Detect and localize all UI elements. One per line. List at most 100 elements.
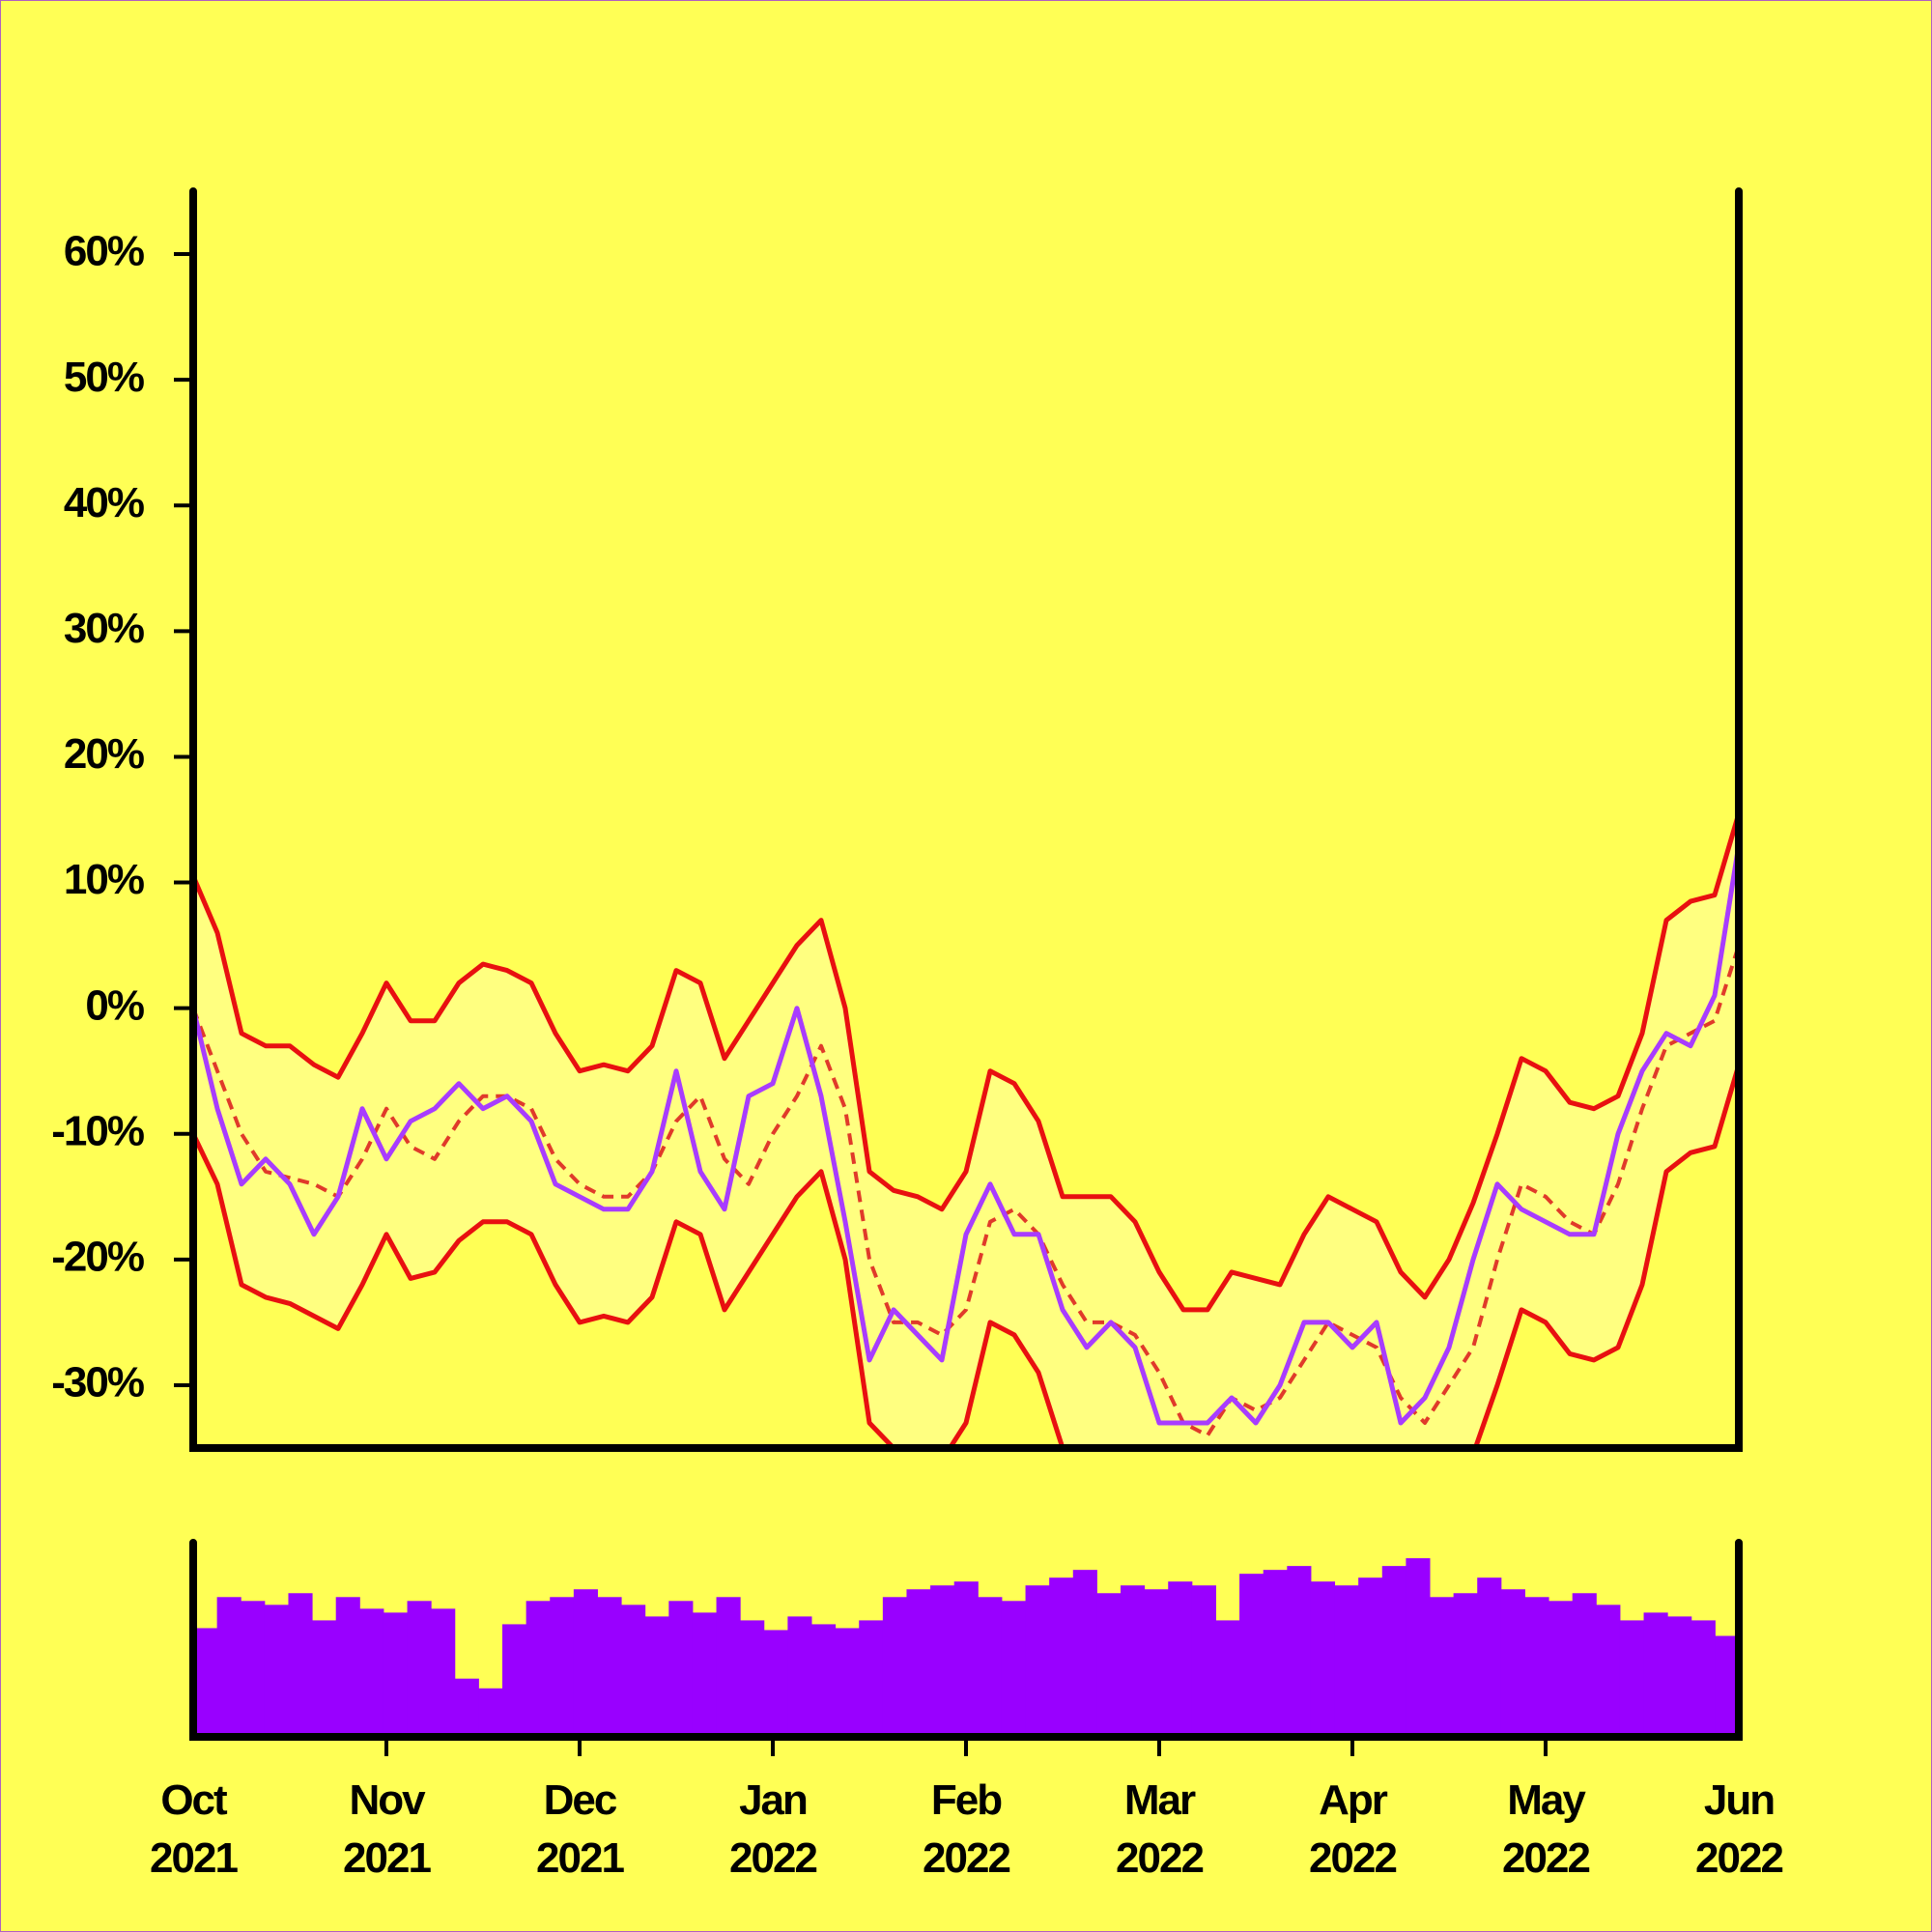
volume-bar — [1477, 1577, 1502, 1737]
x-tick-label-part: 2022 — [1116, 1834, 1203, 1882]
volume-bar — [716, 1597, 741, 1737]
x-tick-label-part: 2022 — [1502, 1834, 1589, 1882]
series-line — [193, 944, 1739, 1437]
volume-bar — [1524, 1597, 1549, 1737]
x-tick-label-part: Dec — [544, 1776, 617, 1824]
volume-bar — [763, 1630, 788, 1737]
y-tick-label: -30% — [51, 1359, 144, 1406]
x-tick-label-part: 2021 — [150, 1834, 238, 1882]
volume-bar — [1406, 1558, 1431, 1737]
volume-bar — [241, 1601, 266, 1737]
volume-bar — [407, 1601, 432, 1737]
volume-bar — [692, 1612, 718, 1737]
y-tick-label: -20% — [51, 1233, 144, 1280]
volume-bar — [216, 1597, 242, 1737]
volume-bar — [478, 1688, 503, 1737]
x-tick-label-part: 2022 — [1309, 1834, 1396, 1882]
volume-bar — [1548, 1601, 1574, 1737]
volume-bar — [906, 1589, 931, 1737]
volume-bar — [1168, 1581, 1193, 1737]
y-tick-label: 20% — [64, 730, 144, 778]
x-tick-label-part: Apr — [1319, 1776, 1388, 1824]
volume-bar — [1334, 1585, 1359, 1737]
x-tick-label-part: May — [1507, 1776, 1586, 1824]
volume-bar — [1263, 1570, 1288, 1737]
x-tick-label: Jan 2022 — [729, 1776, 816, 1882]
x-tick-label-part: Jan — [739, 1776, 807, 1824]
y-tick-label: 60% — [64, 228, 144, 275]
price-frame — [189, 187, 1743, 1452]
volume-bar — [1715, 1635, 1739, 1737]
x-tick-label: Nov 2021 — [343, 1776, 431, 1882]
volume-bar — [597, 1597, 622, 1737]
x-tick-label: Mar 2022 — [1116, 1776, 1203, 1882]
volume-bar — [264, 1605, 289, 1737]
volume-bar — [1072, 1570, 1097, 1737]
axes: -30%-20%-10%0%10%20%30%40%50%60%Oct 2021N… — [51, 187, 1784, 1882]
x-tick-label-part: Nov — [349, 1776, 426, 1824]
series-line — [193, 844, 1739, 1426]
volume-bar — [1381, 1566, 1406, 1737]
volume-bar — [288, 1593, 313, 1737]
x-tick-label: Oct 2021 — [150, 1776, 238, 1882]
volume-bar — [359, 1608, 384, 1737]
volume-bar — [787, 1616, 812, 1737]
y-tick-label: 10% — [64, 856, 144, 903]
volume-bar — [312, 1620, 337, 1737]
x-tick-label: Jun 2022 — [1695, 1776, 1782, 1882]
volume-bar — [454, 1678, 479, 1737]
volume-bar — [1572, 1593, 1597, 1737]
x-tick-label-part: 2021 — [536, 1834, 624, 1882]
volume-bar — [526, 1601, 551, 1737]
x-tick-label-part: 2022 — [923, 1834, 1009, 1882]
volume-bar — [1144, 1589, 1169, 1737]
y-tick-label: 30% — [64, 605, 144, 652]
volume-bar — [644, 1616, 669, 1737]
x-tick-label-part: 2022 — [1695, 1834, 1782, 1882]
series-line — [193, 1064, 1739, 1448]
volume-bar — [621, 1605, 646, 1737]
y-tick-label: -10% — [51, 1107, 144, 1154]
volume-bar — [1191, 1585, 1216, 1737]
volume-bar — [1001, 1601, 1027, 1737]
volume-bar — [1121, 1585, 1146, 1737]
volume-bar — [1453, 1593, 1478, 1737]
volume-bar — [1287, 1566, 1312, 1737]
band-area — [193, 813, 1739, 1448]
volume-bar — [573, 1589, 598, 1737]
volume-bar — [1310, 1581, 1336, 1737]
volume-bar — [740, 1620, 765, 1737]
volume-panel — [193, 1558, 1739, 1737]
series-line — [193, 812, 1739, 1313]
volume-bar — [335, 1597, 360, 1737]
volume-bar — [1358, 1577, 1383, 1737]
volume-bar — [431, 1608, 456, 1737]
x-tick-label-part: Feb — [931, 1776, 1002, 1824]
x-tick-label: May 2022 — [1502, 1776, 1589, 1882]
volume-bar — [811, 1624, 837, 1737]
y-tick-label: 40% — [64, 479, 144, 526]
volume-bar — [978, 1597, 1003, 1737]
volume-bar — [1596, 1605, 1621, 1737]
volume-bar — [1430, 1597, 1455, 1737]
volume-bar — [502, 1624, 527, 1737]
x-tick-label-part: Mar — [1124, 1776, 1196, 1824]
x-tick-label-part: 2021 — [343, 1834, 431, 1882]
volume-bar — [1690, 1620, 1716, 1737]
volume-bar — [882, 1597, 907, 1737]
x-tick-label: Apr 2022 — [1309, 1776, 1396, 1882]
x-tick-label: Feb 2022 — [923, 1776, 1009, 1882]
volume-bar — [1215, 1620, 1240, 1737]
volume-bar — [1619, 1620, 1645, 1737]
volume-bar — [550, 1597, 575, 1737]
volume-bar — [668, 1601, 694, 1737]
volume-bar — [835, 1628, 860, 1737]
volume-bar — [1239, 1574, 1264, 1737]
volume-bar — [1667, 1616, 1692, 1737]
volume-bar — [1643, 1612, 1668, 1737]
y-tick-label: 0% — [85, 981, 143, 1029]
volume-bar — [930, 1585, 955, 1737]
volume-bar — [1500, 1589, 1525, 1737]
x-tick-label-part: 2022 — [729, 1834, 816, 1882]
